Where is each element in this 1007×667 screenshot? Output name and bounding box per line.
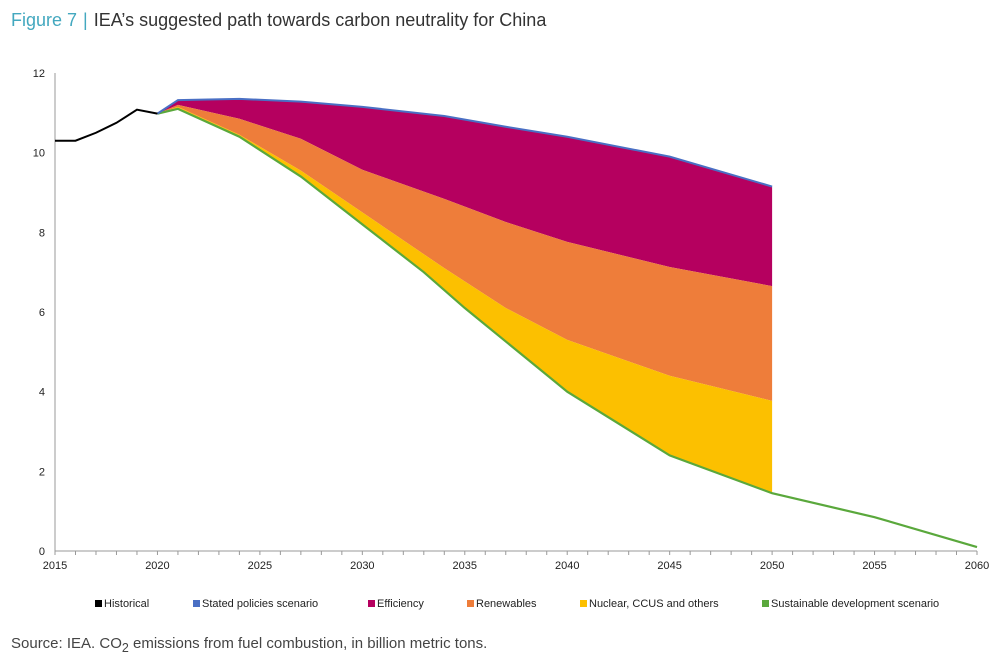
legend-item-stated: Stated policies scenario <box>193 598 318 610</box>
x-tick-label: 2030 <box>350 560 374 572</box>
legend-label: Stated policies scenario <box>202 598 319 610</box>
x-tick-label: 2050 <box>760 560 784 572</box>
legend-swatch <box>580 600 587 607</box>
source-prefix: Source: IEA. CO <box>11 635 122 652</box>
legend-swatch <box>368 600 375 607</box>
figure-title: Figure 7 | IEA’s suggested path towards ca… <box>11 10 546 31</box>
legend-label: Sustainable development scenario <box>771 598 940 610</box>
legend-item-efficiency: Efficiency <box>368 598 424 610</box>
y-tick-label: 6 <box>39 307 45 319</box>
stated-policies-line <box>156 97 773 188</box>
legend-item-nuclear: Nuclear, CCUS and others <box>580 598 719 610</box>
y-tick-label: 0 <box>39 546 45 558</box>
y-tick-label: 4 <box>39 387 45 399</box>
legend-item-historical: Historical <box>95 598 149 610</box>
title-text: IEA’s suggested path towards carbon neut… <box>93 10 547 30</box>
renewables-area <box>157 104 773 401</box>
x-tick-label: 2025 <box>248 560 272 572</box>
source-sub: 2 <box>121 641 129 655</box>
legend-swatch <box>762 600 769 607</box>
y-tick-label: 12 <box>33 68 45 80</box>
legend-item-sds: Sustainable development scenario <box>762 598 939 610</box>
sds-line <box>157 107 978 549</box>
legend-swatch <box>95 600 102 607</box>
nuclear-ccus-area <box>157 106 773 494</box>
x-tick-label: 2060 <box>965 560 989 572</box>
figure-number: Figure 7 <box>11 10 78 30</box>
legend-label: Efficiency <box>377 598 424 610</box>
legend-swatch <box>193 600 200 607</box>
y-tick-label: 2 <box>39 466 45 478</box>
x-tick-label: 2040 <box>555 560 579 572</box>
x-tick-label: 2020 <box>145 560 169 572</box>
y-tick-label: 10 <box>33 148 45 160</box>
legend-label: Historical <box>104 598 150 610</box>
x-tick-label: 2055 <box>862 560 886 572</box>
x-tick-label: 2045 <box>657 560 681 572</box>
legend-label: Nuclear, CCUS and others <box>589 598 719 610</box>
source-note: Source: IEA. CO2 emissions from fuel com… <box>11 635 487 655</box>
title-divider: | <box>83 10 88 30</box>
legend-item-renewables: Renewables <box>467 598 537 610</box>
historical-line <box>55 108 158 142</box>
efficiency-area <box>157 98 773 287</box>
legend-swatch <box>467 600 474 607</box>
x-tick-label: 2015 <box>43 560 67 572</box>
emissions-chart: 2015 2020 2025 2030 2035 2040 2045 2050 2055 2060… <box>33 68 989 572</box>
x-tick-label: 2035 <box>453 560 477 572</box>
y-tick-label: 8 <box>39 227 45 239</box>
source-suffix: emissions from fuel combustion, in billi… <box>128 635 488 652</box>
legend-label: Renewables <box>476 598 537 610</box>
